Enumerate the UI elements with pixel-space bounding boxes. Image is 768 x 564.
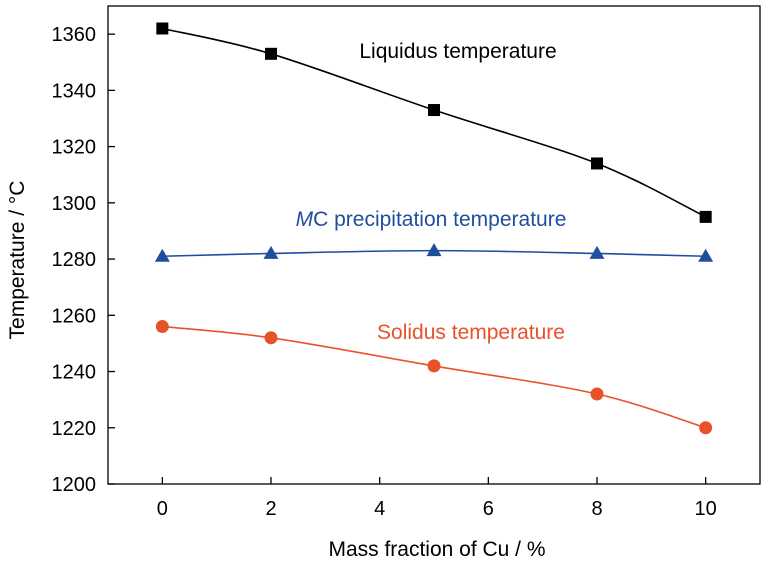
liquidus-point — [699, 210, 712, 223]
solidus-point — [590, 387, 604, 401]
plot-area-border — [107, 5, 761, 485]
x-tick-label: 4 — [374, 498, 385, 520]
x-axis-title: Mass fraction of Cu / % — [328, 538, 545, 561]
solidus-series — [155, 320, 713, 435]
solidus-point — [264, 331, 278, 345]
mc-precipitation-label-part: M — [296, 208, 314, 231]
y-tick-label: 1260 — [52, 305, 97, 327]
series-layer — [154, 22, 714, 435]
liquidus-series — [156, 22, 712, 223]
x-tick-label: 8 — [591, 498, 602, 520]
liquidus-point — [428, 104, 440, 117]
y-tick-label: 1220 — [52, 418, 97, 440]
solidus-point — [155, 320, 169, 334]
liquidus-point — [591, 157, 603, 170]
y-axis-title: Temperature / °C — [6, 181, 29, 340]
plot-frame — [107, 5, 761, 485]
mc-precipitation-series — [154, 243, 714, 262]
mc-precipitation-label-part: C precipitation temperature — [313, 208, 566, 231]
x-tick-label: 2 — [265, 498, 276, 520]
solidus-point — [699, 421, 713, 435]
liquidus-label: Liquidus temperature — [359, 40, 556, 63]
liquidus-point — [265, 47, 277, 60]
mc-precipitation-label: MC precipitation temperature — [296, 208, 567, 231]
y-tick-label: 1240 — [52, 362, 97, 384]
mc-precipitation-point — [154, 248, 170, 262]
series-labels: Liquidus temperature MC precipitation tem… — [296, 40, 567, 344]
x-tick-label: 0 — [157, 498, 168, 520]
mc-precipitation-point — [698, 248, 714, 262]
liquidus-label-part: Liquidus temperature — [359, 40, 556, 63]
x-tick-label: 10 — [695, 498, 717, 520]
mc-precipitation-point — [263, 245, 279, 259]
y-axis-ticks: 1200 1220 1240 1260 1280 1300 1320 1340 1360 — [52, 24, 115, 496]
solidus-label: Solidus temperature — [377, 321, 565, 344]
y-tick-label: 1340 — [52, 80, 97, 102]
mc-precipitation-point — [589, 245, 605, 259]
y-tick-label: 1360 — [52, 24, 97, 46]
y-tick-label: 1200 — [52, 474, 97, 496]
solidus-point — [427, 359, 441, 373]
mc-precipitation-point — [426, 243, 442, 257]
y-tick-label: 1320 — [52, 137, 97, 159]
x-tick-label: 6 — [483, 498, 494, 520]
x-axis-ticks: 0 2 4 6 8 10 — [157, 477, 717, 520]
y-tick-label: 1280 — [52, 249, 97, 271]
solidus-label-part: Solidus temperature — [377, 321, 565, 344]
liquidus-point — [156, 22, 169, 35]
y-tick-label: 1300 — [52, 193, 97, 215]
